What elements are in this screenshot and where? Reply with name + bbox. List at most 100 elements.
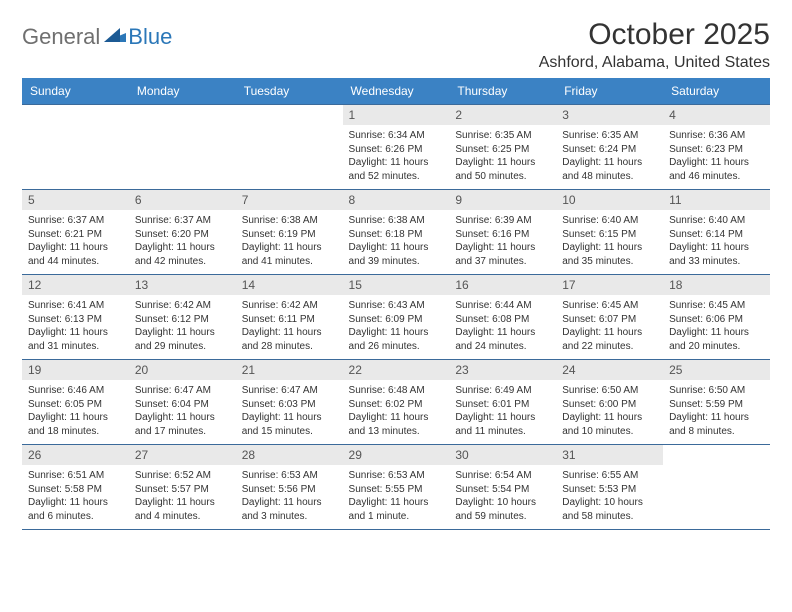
daylight-text: Daylight: 11 hours and 6 minutes. [28, 496, 123, 523]
day-number: 4 [663, 105, 770, 125]
logo-mark-icon [104, 26, 126, 49]
weekday-header: Friday [556, 78, 663, 105]
sunrise-text: Sunrise: 6:40 AM [669, 214, 764, 228]
day-details: Sunrise: 6:49 AMSunset: 6:01 PMDaylight:… [449, 380, 556, 444]
day-number: 17 [556, 275, 663, 295]
day-details: Sunrise: 6:46 AMSunset: 6:05 PMDaylight:… [22, 380, 129, 444]
daylight-text: Daylight: 11 hours and 11 minutes. [455, 411, 550, 438]
day-details: Sunrise: 6:42 AMSunset: 6:11 PMDaylight:… [236, 295, 343, 359]
sunset-text: Sunset: 6:03 PM [242, 398, 337, 412]
calendar-day-cell: 21Sunrise: 6:47 AMSunset: 6:03 PMDayligh… [236, 360, 343, 445]
day-number: 16 [449, 275, 556, 295]
daylight-text: Daylight: 11 hours and 24 minutes. [455, 326, 550, 353]
title-block: October 2025 Ashford, Alabama, United St… [539, 18, 770, 72]
daylight-text: Daylight: 11 hours and 3 minutes. [242, 496, 337, 523]
sunrise-text: Sunrise: 6:42 AM [135, 299, 230, 313]
calendar-day-cell: 2Sunrise: 6:35 AMSunset: 6:25 PMDaylight… [449, 105, 556, 190]
sunset-text: Sunset: 6:00 PM [562, 398, 657, 412]
daylight-text: Daylight: 11 hours and 44 minutes. [28, 241, 123, 268]
calendar-day-cell: 17Sunrise: 6:45 AMSunset: 6:07 PMDayligh… [556, 275, 663, 360]
sunset-text: Sunset: 6:15 PM [562, 228, 657, 242]
weekday-header: Saturday [663, 78, 770, 105]
calendar-day-cell: 27Sunrise: 6:52 AMSunset: 5:57 PMDayligh… [129, 445, 236, 530]
sunset-text: Sunset: 6:06 PM [669, 313, 764, 327]
sunset-text: Sunset: 5:59 PM [669, 398, 764, 412]
sunset-text: Sunset: 6:14 PM [669, 228, 764, 242]
sunset-text: Sunset: 6:11 PM [242, 313, 337, 327]
day-details: Sunrise: 6:44 AMSunset: 6:08 PMDaylight:… [449, 295, 556, 359]
day-number: 8 [343, 190, 450, 210]
weekday-header: Sunday [22, 78, 129, 105]
calendar-day-cell: 16Sunrise: 6:44 AMSunset: 6:08 PMDayligh… [449, 275, 556, 360]
calendar-day-cell: 14Sunrise: 6:42 AMSunset: 6:11 PMDayligh… [236, 275, 343, 360]
day-details: Sunrise: 6:48 AMSunset: 6:02 PMDaylight:… [343, 380, 450, 444]
sunrise-text: Sunrise: 6:53 AM [349, 469, 444, 483]
daylight-text: Daylight: 11 hours and 4 minutes. [135, 496, 230, 523]
day-number: 7 [236, 190, 343, 210]
sunset-text: Sunset: 6:25 PM [455, 143, 550, 157]
day-details: Sunrise: 6:54 AMSunset: 5:54 PMDaylight:… [449, 465, 556, 529]
sunrise-text: Sunrise: 6:50 AM [669, 384, 764, 398]
day-number: 11 [663, 190, 770, 210]
calendar-day-cell: 9Sunrise: 6:39 AMSunset: 6:16 PMDaylight… [449, 190, 556, 275]
day-number: 28 [236, 445, 343, 465]
day-number: 31 [556, 445, 663, 465]
weekday-header-row: Sunday Monday Tuesday Wednesday Thursday… [22, 78, 770, 105]
day-details: Sunrise: 6:50 AMSunset: 6:00 PMDaylight:… [556, 380, 663, 444]
day-details: Sunrise: 6:41 AMSunset: 6:13 PMDaylight:… [22, 295, 129, 359]
calendar-day-cell: 23Sunrise: 6:49 AMSunset: 6:01 PMDayligh… [449, 360, 556, 445]
day-number: 3 [556, 105, 663, 125]
daylight-text: Daylight: 11 hours and 26 minutes. [349, 326, 444, 353]
sunset-text: Sunset: 5:58 PM [28, 483, 123, 497]
day-number: 23 [449, 360, 556, 380]
calendar-day-cell: 12Sunrise: 6:41 AMSunset: 6:13 PMDayligh… [22, 275, 129, 360]
day-details: Sunrise: 6:50 AMSunset: 5:59 PMDaylight:… [663, 380, 770, 444]
sunrise-text: Sunrise: 6:34 AM [349, 129, 444, 143]
sunset-text: Sunset: 6:09 PM [349, 313, 444, 327]
calendar-day-cell: 13Sunrise: 6:42 AMSunset: 6:12 PMDayligh… [129, 275, 236, 360]
calendar-day-cell: 24Sunrise: 6:50 AMSunset: 6:00 PMDayligh… [556, 360, 663, 445]
day-details: Sunrise: 6:38 AMSunset: 6:18 PMDaylight:… [343, 210, 450, 274]
day-details: Sunrise: 6:39 AMSunset: 6:16 PMDaylight:… [449, 210, 556, 274]
day-details: Sunrise: 6:40 AMSunset: 6:15 PMDaylight:… [556, 210, 663, 274]
day-details: Sunrise: 6:42 AMSunset: 6:12 PMDaylight:… [129, 295, 236, 359]
day-number: 2 [449, 105, 556, 125]
calendar-day-cell: 11Sunrise: 6:40 AMSunset: 6:14 PMDayligh… [663, 190, 770, 275]
day-details: Sunrise: 6:53 AMSunset: 5:55 PMDaylight:… [343, 465, 450, 529]
calendar-day-cell: 31Sunrise: 6:55 AMSunset: 5:53 PMDayligh… [556, 445, 663, 530]
sunset-text: Sunset: 6:20 PM [135, 228, 230, 242]
daylight-text: Daylight: 11 hours and 1 minute. [349, 496, 444, 523]
daylight-text: Daylight: 11 hours and 10 minutes. [562, 411, 657, 438]
sunset-text: Sunset: 6:26 PM [349, 143, 444, 157]
sunset-text: Sunset: 5:54 PM [455, 483, 550, 497]
weekday-header: Monday [129, 78, 236, 105]
daylight-text: Daylight: 11 hours and 20 minutes. [669, 326, 764, 353]
day-details: Sunrise: 6:40 AMSunset: 6:14 PMDaylight:… [663, 210, 770, 274]
daylight-text: Daylight: 10 hours and 58 minutes. [562, 496, 657, 523]
calendar-day-cell: 18Sunrise: 6:45 AMSunset: 6:06 PMDayligh… [663, 275, 770, 360]
daylight-text: Daylight: 11 hours and 46 minutes. [669, 156, 764, 183]
day-details: Sunrise: 6:51 AMSunset: 5:58 PMDaylight:… [22, 465, 129, 529]
daylight-text: Daylight: 11 hours and 39 minutes. [349, 241, 444, 268]
sunset-text: Sunset: 6:04 PM [135, 398, 230, 412]
daylight-text: Daylight: 11 hours and 33 minutes. [669, 241, 764, 268]
sunrise-text: Sunrise: 6:47 AM [242, 384, 337, 398]
day-details: Sunrise: 6:36 AMSunset: 6:23 PMDaylight:… [663, 125, 770, 189]
calendar-day-cell: 15Sunrise: 6:43 AMSunset: 6:09 PMDayligh… [343, 275, 450, 360]
day-details: Sunrise: 6:37 AMSunset: 6:20 PMDaylight:… [129, 210, 236, 274]
sunrise-text: Sunrise: 6:38 AM [349, 214, 444, 228]
daylight-text: Daylight: 11 hours and 37 minutes. [455, 241, 550, 268]
sunrise-text: Sunrise: 6:51 AM [28, 469, 123, 483]
sunrise-text: Sunrise: 6:43 AM [349, 299, 444, 313]
sunset-text: Sunset: 6:13 PM [28, 313, 123, 327]
day-details: Sunrise: 6:38 AMSunset: 6:19 PMDaylight:… [236, 210, 343, 274]
calendar-day-cell: 10Sunrise: 6:40 AMSunset: 6:15 PMDayligh… [556, 190, 663, 275]
daylight-text: Daylight: 11 hours and 17 minutes. [135, 411, 230, 438]
sunrise-text: Sunrise: 6:55 AM [562, 469, 657, 483]
sunset-text: Sunset: 6:24 PM [562, 143, 657, 157]
day-details: Sunrise: 6:37 AMSunset: 6:21 PMDaylight:… [22, 210, 129, 274]
calendar-day-cell: 25Sunrise: 6:50 AMSunset: 5:59 PMDayligh… [663, 360, 770, 445]
calendar-day-cell [236, 105, 343, 190]
day-number: 25 [663, 360, 770, 380]
day-details: Sunrise: 6:55 AMSunset: 5:53 PMDaylight:… [556, 465, 663, 529]
